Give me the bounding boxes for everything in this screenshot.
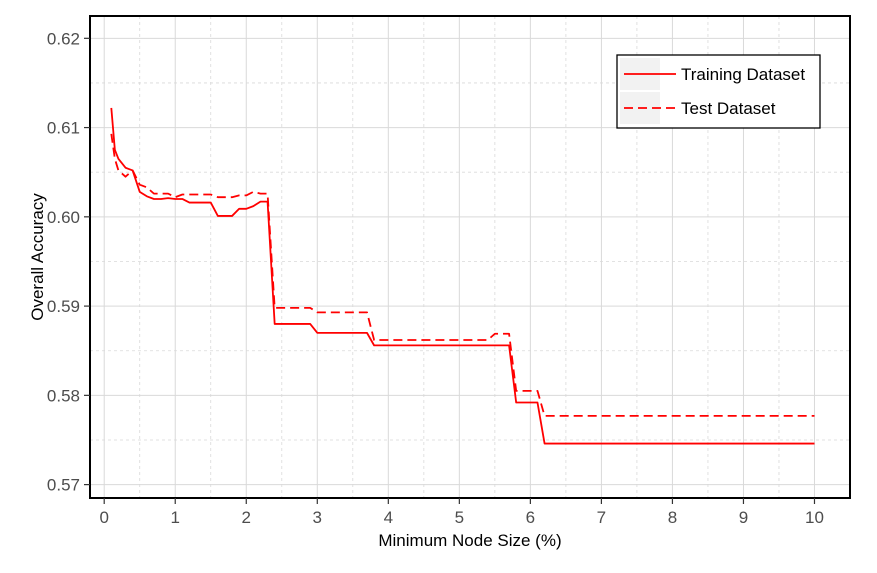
legend-label-test: Test Dataset (681, 99, 776, 118)
x-axis-title: Minimum Node Size (%) (378, 531, 561, 550)
x-tick-label: 9 (739, 508, 748, 527)
x-tick-label: 0 (99, 508, 108, 527)
legend-label-training: Training Dataset (681, 65, 805, 84)
y-tick-label: 0.61 (47, 119, 80, 138)
x-tick-label: 7 (597, 508, 606, 527)
y-axis-title: Overall Accuracy (28, 193, 47, 321)
y-tick-label: 0.58 (47, 386, 80, 405)
y-tick-label: 0.59 (47, 297, 80, 316)
y-tick-label: 0.57 (47, 476, 80, 495)
y-tick-label: 0.60 (47, 208, 80, 227)
legend: Training Dataset Test Dataset (616, 54, 821, 129)
x-tick-label: 8 (668, 508, 677, 527)
x-tick-label: 6 (526, 508, 535, 527)
x-tick-label: 2 (242, 508, 251, 527)
y-tick-label: 0.62 (47, 29, 80, 48)
y-axis-ticks: 0.57 0.58 0.59 0.60 0.61 0.62 (47, 29, 90, 495)
minor-gridlines (90, 16, 850, 498)
series-line-training (110, 107, 815, 445)
x-tick-label: 10 (805, 508, 824, 527)
x-axis-ticks: 0 1 2 3 4 5 6 7 8 9 10 (99, 498, 824, 527)
x-tick-label: 4 (384, 508, 393, 527)
x-tick-label: 5 (455, 508, 464, 527)
x-tick-label: 3 (313, 508, 322, 527)
series-layer (110, 107, 815, 445)
series-line-test (110, 133, 815, 417)
x-tick-label: 1 (170, 508, 179, 527)
plot-border (89, 15, 851, 499)
